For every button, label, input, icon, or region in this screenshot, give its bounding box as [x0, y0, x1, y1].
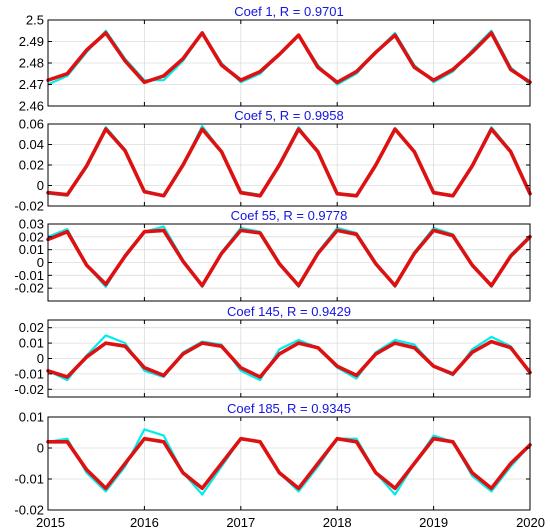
y-tick-label: -0.01 — [14, 366, 44, 381]
y-tick-label: -0.02 — [14, 382, 44, 397]
y-tick-label: -0.02 — [14, 503, 44, 518]
y-tick-label: 0.01 — [19, 336, 44, 351]
y-tick-label: 2.48 — [19, 56, 44, 71]
y-tick-label: 0.01 — [19, 410, 44, 425]
panel-title: Coef 145, R = 0.9429 — [227, 304, 351, 319]
y-tick-label: -0.01 — [14, 268, 44, 283]
x-tick-label: 2020 — [516, 515, 545, 530]
y-tick-label: 2.49 — [19, 34, 44, 49]
y-tick-label: 0.02 — [19, 158, 44, 173]
fit-series-line — [46, 339, 532, 379]
y-tick-label: -0.02 — [14, 199, 44, 214]
fit-series-line — [46, 436, 532, 491]
y-tick-label: 0.02 — [19, 229, 44, 244]
y-tick-label: 0 — [37, 441, 44, 456]
y-tick-label: 2.47 — [19, 77, 44, 92]
observed-series-line — [47, 428, 531, 496]
panel-1: 2.5 2.49 2.48 2.47 2.46 Coef 1, R = 0.9701 — [19, 4, 532, 114]
panel-title: Coef 185, R = 0.9345 — [227, 401, 351, 416]
y-tick-label: 0.01 — [19, 242, 44, 257]
y-tick-label: 0.03 — [19, 217, 44, 232]
y-tick-label: 0 — [37, 255, 44, 270]
y-tick-label: -0.01 — [14, 472, 44, 487]
axes-frame — [47, 416, 531, 511]
x-tick-label: 2017 — [226, 515, 255, 530]
observed-series-line — [47, 225, 531, 288]
panel-5: 0.01 0 -0.01 -0.02 Coef 185, R = 0.9345 — [14, 401, 532, 518]
fit-series-line — [46, 228, 532, 288]
x-tick-label: 2019 — [419, 515, 448, 530]
y-tick-label: 0.06 — [19, 117, 44, 132]
panel-3: 0.030.020.010-0.01-0.02 Coef 55, R = 0.97… — [14, 208, 532, 302]
x-tick-label: 2015 — [36, 515, 65, 530]
y-tick-label: 0.02 — [19, 320, 44, 335]
panel-4: 0.020.010-0.01-0.02 Coef 145, R = 0.9429 — [14, 304, 532, 398]
x-tick-label: 2018 — [323, 515, 352, 530]
panel-title: Coef 1, R = 0.9701 — [234, 4, 344, 19]
y-tick-label: 0 — [37, 351, 44, 366]
observed-series-line — [47, 29, 531, 86]
panel-title: Coef 55, R = 0.9778 — [231, 208, 348, 223]
y-tick-label: -0.02 — [14, 281, 44, 296]
y-tick-label: 0.04 — [19, 137, 44, 152]
panel-title: Coef 5, R = 0.9958 — [234, 108, 344, 123]
panel-2: 0.06 0.04 0.02 0 -0.02 Coef 5, R = 0.9958 — [14, 108, 532, 214]
y-tick-label: 0 — [37, 178, 44, 193]
observed-series-line — [47, 334, 531, 382]
fit-series-line — [46, 127, 532, 198]
x-tick-label: 2016 — [130, 515, 159, 530]
fit-series-line — [46, 31, 532, 85]
y-tick-label: 2.46 — [19, 99, 44, 114]
y-tick-label: 2.5 — [26, 13, 44, 28]
